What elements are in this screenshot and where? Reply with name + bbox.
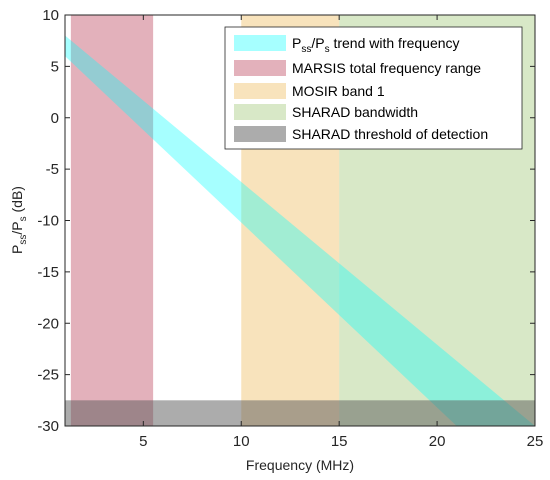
y-tick-label: -25 [37,367,59,384]
band-marsis-total-frequency-range [70,15,154,426]
y-axis-label: Pss/Ps (dB) [9,186,29,254]
y-tick-label: -15 [37,264,59,281]
y-axis-label-unit: (dB) [9,186,25,216]
legend-swatch-sharad-threshold [234,126,286,142]
legend-swatch-sharad-bandwidth [234,104,286,120]
legend-label-sharad-threshold: SHARAD threshold of detection [292,126,488,142]
x-tick-label: 15 [331,433,348,450]
y-tick-label: 10 [42,7,59,24]
axis-ticks: 5 10 15 20 25 10 5 0 -5 -10 -15 -20 -25 -30 [37,7,543,450]
legend-swatch-mosir [234,83,286,99]
legend-label-trend: Pss/Ps trend with frequency [292,35,460,55]
legend-label-sharad-bandwidth: SHARAD bandwidth [292,104,418,120]
y-tick-label: -20 [37,315,59,332]
trend-band [65,35,535,427]
legend-swatch-marsis [234,60,286,76]
y-tick-label: -10 [37,213,59,230]
legend-label-marsis: MARSIS total frequency range [292,60,481,76]
y-axis-label-slash: /P [9,221,25,234]
x-tick-label: 25 [527,433,544,450]
x-tick-label: 20 [429,433,446,450]
y-axis-label-sub2: s [18,216,29,221]
y-tick-label: -5 [46,161,59,178]
legend-swatch-trend [234,35,286,51]
x-tick-label: 5 [139,433,147,450]
legend: Pss/Ps trend with frequency MARSIS total… [224,26,523,150]
y-axis-label-sub1: ss [18,235,29,245]
y-tick-label: 0 [51,110,59,127]
y-tick-label: 5 [51,58,59,75]
y-tick-label: -30 [37,418,59,435]
band-sharad-threshold-of-detection [65,400,535,426]
x-axis-label: Frequency (MHz) [246,457,354,473]
y-axis-label-base: P [9,245,25,254]
legend-label-mosir: MOSIR band 1 [292,83,385,99]
x-tick-label: 10 [233,433,250,450]
